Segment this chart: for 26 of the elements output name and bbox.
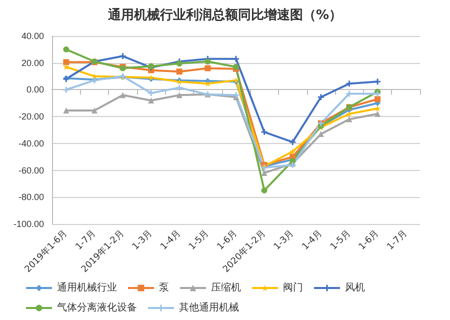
x-tick-label: 1-7月	[386, 228, 410, 252]
y-tick-label: -100.00	[13, 219, 44, 229]
legend-label: 阀门	[283, 282, 303, 294]
y-tick-label: 20.00	[21, 58, 44, 68]
x-tick-label: 1-6月	[216, 228, 240, 252]
x-tick-label: 1-5月	[328, 228, 353, 252]
x-tick-label: 1-7月	[74, 228, 98, 252]
legend-label: 泵	[159, 282, 169, 294]
x-tick-label: 1-5月	[187, 228, 212, 252]
y-tick-label: -80.00	[18, 192, 44, 202]
y-tick-label: -40.00	[18, 138, 44, 148]
y-tick-label: -20.00	[18, 112, 44, 122]
y-tick-label: 0.00	[26, 84, 44, 95]
legend-label: 其他通用机械	[179, 302, 239, 314]
x-tick-label: 1-3月	[272, 228, 296, 252]
legend-label: 气体分离液化设备	[57, 302, 137, 314]
x-tick-label: 1-4月	[300, 228, 324, 252]
legend-label: 压缩机	[211, 282, 241, 294]
legend-label: 通用机械行业	[57, 282, 117, 294]
chart-title: 通用机械行业利润总额同比增速图（%）	[106, 7, 342, 23]
y-tick-label: -60.00	[18, 165, 44, 176]
legend-label: 风机	[345, 282, 365, 294]
y-tick-label: 40.00	[21, 31, 44, 41]
x-tick-label: 1-3月	[130, 228, 155, 252]
x-tick-label: 1-6月	[357, 228, 382, 252]
x-tick-label: 1-4月	[159, 228, 183, 252]
